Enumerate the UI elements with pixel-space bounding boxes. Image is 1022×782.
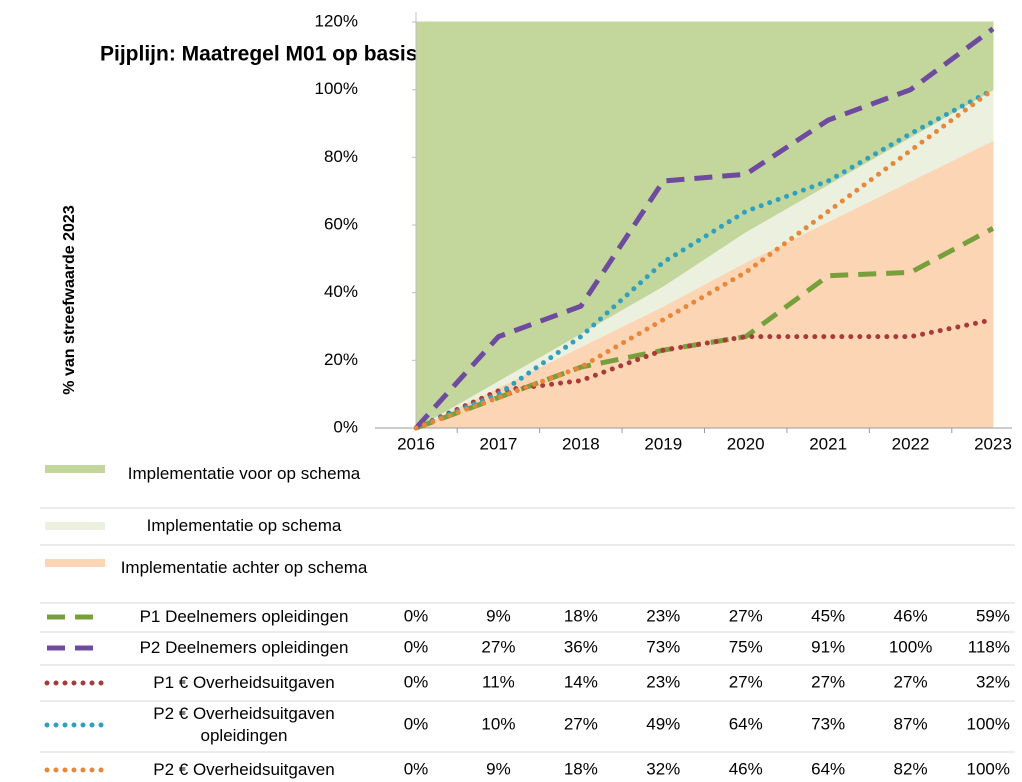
table-value: 18% [564, 606, 598, 625]
table-value: 32% [976, 672, 1010, 691]
table-value: 27% [729, 672, 763, 691]
table-value: 27% [811, 672, 845, 691]
legend-label: P1 Deelnemers opleidingen [139, 607, 349, 626]
table-value: 73% [646, 637, 680, 656]
table-value: 9% [486, 759, 511, 778]
table-value: 45% [811, 606, 845, 625]
x-tick-label: 2016 [397, 434, 435, 453]
table-value: 82% [894, 759, 928, 778]
table-value: 27% [729, 606, 763, 625]
table-value: 91% [811, 637, 845, 656]
table-value: 23% [646, 672, 680, 691]
area [415, 21, 994, 429]
y-tick-label: 40% [324, 282, 358, 301]
table-value: 100% [967, 759, 1010, 778]
table-value: 0% [404, 637, 429, 656]
table-value: 27% [481, 637, 515, 656]
table-value: 49% [646, 714, 680, 733]
x-tick-label: 2020 [727, 434, 765, 453]
y-tick-label: 100% [315, 79, 358, 98]
table-value: 0% [404, 714, 429, 733]
plot [415, 21, 994, 429]
line [415, 226, 995, 431]
legend-swatch [45, 559, 105, 567]
y-axis-label: % van streefwaarde 2023 [61, 205, 78, 395]
line [413, 87, 996, 431]
table-value: 75% [729, 637, 763, 656]
table-value: 32% [646, 759, 680, 778]
x-tick-label: 2018 [562, 434, 600, 453]
y-tick-label: 60% [324, 214, 358, 233]
line [413, 317, 996, 431]
table-value: 0% [404, 606, 429, 625]
x-tick-label: 2019 [644, 434, 682, 453]
table-value: 0% [404, 759, 429, 778]
legend-swatch [45, 465, 105, 473]
y-tick-label: 0% [333, 417, 358, 436]
x-tick-label: 2022 [892, 434, 930, 453]
table-value: 9% [486, 606, 511, 625]
table-value: 27% [894, 672, 928, 691]
legend-label: P2 € Overheidsuitgaven [153, 760, 335, 779]
table-value: 27% [564, 714, 598, 733]
y-tick-label: 20% [324, 350, 358, 369]
table-value: 0% [404, 672, 429, 691]
legend-label: P1 € Overheidsuitgaven [153, 673, 335, 692]
table-value: 59% [976, 606, 1010, 625]
legend-label: Implementatie voor op schema [127, 464, 361, 483]
table-value: 14% [564, 672, 598, 691]
x-tick-label: 2021 [809, 434, 847, 453]
table-value: 10% [481, 714, 515, 733]
table-value: 11% [482, 672, 515, 691]
legend-swatch [45, 522, 105, 530]
table-value: 23% [646, 606, 680, 625]
x-tick-label: 2017 [480, 434, 518, 453]
table-value: 100% [967, 714, 1010, 733]
table-value: 46% [729, 759, 763, 778]
table-value: 64% [811, 759, 845, 778]
table-value: 100% [889, 637, 932, 656]
table-value: 118% [968, 637, 1010, 656]
table-value: 87% [894, 714, 928, 733]
legend-label: P2 € Overheidsuitgaven opleidingen [153, 704, 335, 745]
x-tick-label: 2023 [974, 434, 1012, 453]
table-value: 64% [729, 714, 763, 733]
table-value: 36% [564, 637, 598, 656]
legend-label: Implementatie op schema [146, 516, 342, 535]
table-value: 46% [894, 606, 928, 625]
y-tick-label: 80% [324, 147, 358, 166]
line [414, 26, 995, 430]
table-value: 18% [564, 759, 598, 778]
y-tick-label: 120% [315, 11, 358, 30]
legend-label: Implementatie achter op schema [120, 558, 368, 577]
legend-label: P2 Deelnemers opleidingen [139, 638, 349, 657]
table-value: 73% [811, 714, 845, 733]
